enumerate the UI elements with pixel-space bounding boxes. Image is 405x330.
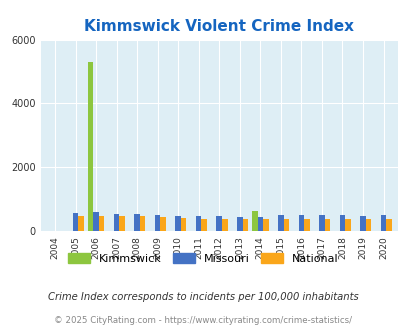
Bar (283, 219, 288, 231)
Bar (113, 214, 119, 231)
Title: Kimmswick Violent Crime Index: Kimmswick Violent Crime Index (84, 19, 354, 34)
Bar (160, 217, 166, 231)
Bar (380, 215, 385, 231)
Bar (242, 219, 247, 231)
Bar (181, 218, 186, 231)
Bar (175, 216, 181, 231)
Bar (140, 216, 145, 231)
Bar (262, 219, 268, 231)
Bar (216, 216, 222, 231)
Bar (359, 216, 365, 231)
Text: © 2025 CityRating.com - https://www.cityrating.com/crime-statistics/: © 2025 CityRating.com - https://www.city… (54, 316, 351, 325)
Bar (298, 215, 303, 231)
Bar (303, 218, 309, 231)
Bar (318, 215, 324, 231)
Bar (365, 219, 371, 231)
Bar (222, 219, 227, 231)
Bar (237, 217, 242, 231)
Bar (154, 215, 160, 231)
Legend: Kimmswick, Missouri, National: Kimmswick, Missouri, National (63, 249, 342, 268)
Bar (72, 213, 78, 231)
Bar (119, 216, 125, 231)
Bar (257, 217, 262, 231)
Text: Crime Index corresponds to incidents per 100,000 inhabitants: Crime Index corresponds to incidents per… (47, 292, 358, 302)
Bar (93, 212, 98, 231)
Bar (277, 215, 283, 231)
Bar (385, 219, 391, 231)
Bar (339, 215, 344, 231)
Bar (134, 214, 140, 231)
Bar (98, 216, 104, 231)
Bar (196, 216, 201, 231)
Bar (87, 62, 93, 231)
Bar (344, 219, 350, 231)
Bar (252, 211, 257, 231)
Bar (324, 218, 329, 231)
Bar (78, 216, 83, 231)
Bar (201, 218, 207, 231)
